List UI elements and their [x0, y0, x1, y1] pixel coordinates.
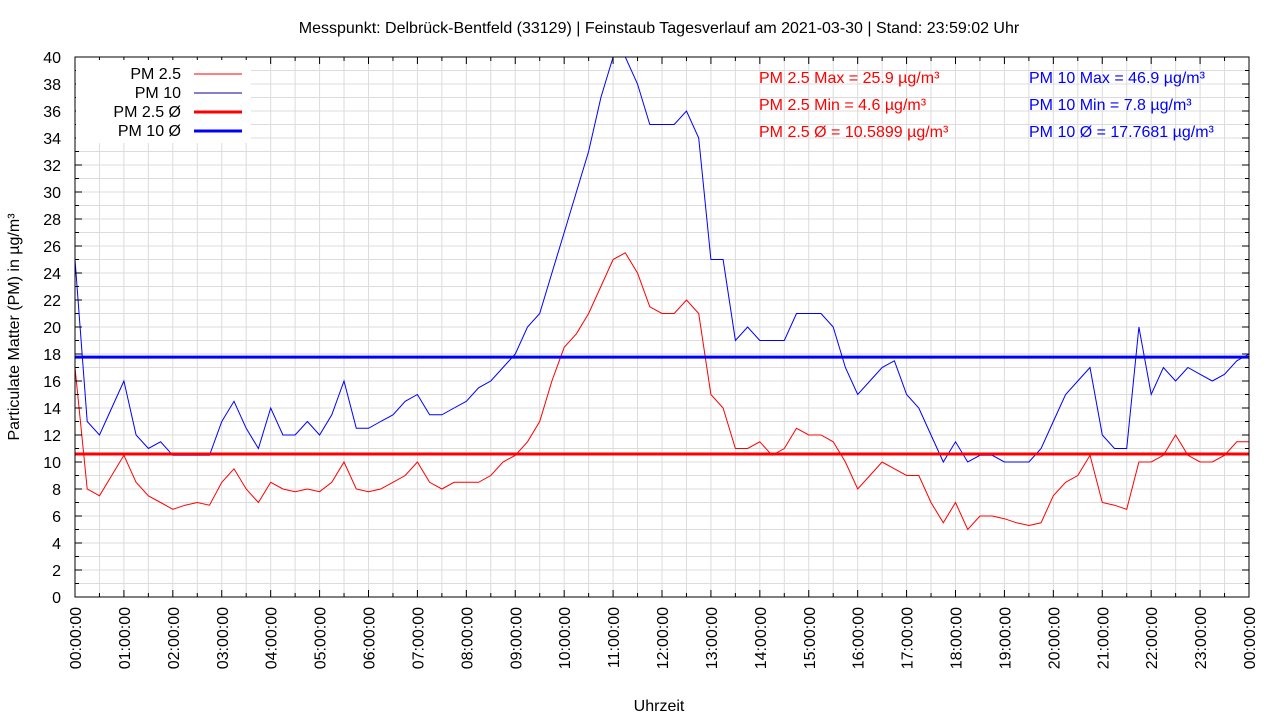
axis-ticks: 024681012141618202224262830323436384000:…	[43, 50, 1259, 669]
stats-annotations: PM 2.5 Max = 25.9 µg/m³ PM 2.5 Min = 4.6…	[759, 70, 1215, 141]
pm10-mean-annotation: PM 10 Ø = 17.7681 µg/m³	[1029, 124, 1215, 141]
x-tick-label: 03:00:00	[215, 607, 232, 669]
y-tick-label: 26	[43, 239, 61, 256]
legend-label-pm25: PM 2.5	[130, 66, 181, 83]
y-axis-label: Particulate Matter (PM) in µg/m³	[6, 213, 23, 441]
x-tick-label: 00:00:00	[1242, 607, 1259, 669]
x-tick-label: 17:00:00	[900, 607, 917, 669]
y-tick-label: 22	[43, 293, 61, 310]
legend-label-pm10-mean: PM 10 Ø	[118, 123, 181, 140]
x-tick-label: 05:00:00	[313, 607, 330, 669]
y-tick-label: 6	[52, 509, 61, 526]
x-tick-label: 07:00:00	[410, 607, 427, 669]
x-tick-label: 15:00:00	[802, 607, 819, 669]
x-tick-label: 06:00:00	[362, 607, 379, 669]
pm10-min-annotation: PM 10 Min = 7.8 µg/m³	[1029, 97, 1192, 114]
x-tick-label: 12:00:00	[655, 607, 672, 669]
y-tick-label: 36	[43, 104, 61, 121]
pm25-mean-annotation: PM 2.5 Ø = 10.5899 µg/m³	[759, 124, 949, 141]
y-tick-label: 24	[43, 266, 61, 283]
x-tick-label: 01:00:00	[117, 607, 134, 669]
x-tick-label: 13:00:00	[704, 607, 721, 669]
legend-label-pm25-mean: PM 2.5 Ø	[113, 104, 181, 121]
x-tick-label: 00:00:00	[68, 607, 85, 669]
x-tick-label: 18:00:00	[949, 607, 966, 669]
legend: PM 2.5 PM 10 PM 2.5 Ø PM 10 Ø	[76, 60, 251, 143]
x-tick-label: 11:00:00	[606, 607, 623, 668]
pm10-max-annotation: PM 10 Max = 46.9 µg/m³	[1029, 70, 1206, 87]
legend-label-pm10: PM 10	[135, 85, 181, 102]
y-tick-label: 18	[43, 347, 61, 364]
x-tick-label: 04:00:00	[264, 607, 281, 669]
y-tick-label: 4	[52, 536, 61, 553]
x-tick-label: 14:00:00	[753, 607, 770, 669]
y-tick-label: 28	[43, 212, 61, 229]
pm25-line	[74, 252, 1249, 531]
x-tick-label: 23:00:00	[1193, 607, 1210, 669]
pm25-max-annotation: PM 2.5 Max = 25.9 µg/m³	[759, 70, 940, 87]
x-tick-label: 10:00:00	[557, 607, 574, 669]
x-tick-label: 19:00:00	[997, 607, 1014, 669]
y-tick-label: 32	[43, 158, 61, 175]
y-tick-label: 34	[43, 131, 61, 148]
y-tick-label: 10	[43, 455, 61, 472]
x-tick-label: 16:00:00	[851, 607, 868, 669]
pm25-min-annotation: PM 2.5 Min = 4.6 µg/m³	[759, 97, 927, 114]
x-tick-label: 20:00:00	[1046, 607, 1063, 669]
y-tick-label: 2	[52, 563, 61, 580]
pm10-line	[74, 56, 1250, 464]
y-tick-label: 8	[52, 482, 61, 499]
y-tick-label: 16	[43, 374, 61, 391]
y-tick-label: 0	[52, 590, 61, 607]
y-tick-label: 14	[43, 401, 61, 418]
y-tick-label: 12	[43, 428, 61, 445]
x-tick-label: 09:00:00	[508, 607, 525, 669]
y-tick-label: 38	[43, 77, 61, 94]
x-tick-label: 02:00:00	[166, 607, 183, 669]
y-tick-label: 30	[43, 185, 61, 202]
series-layer	[74, 56, 1250, 531]
y-tick-label: 40	[43, 50, 61, 67]
chart-title: Messpunkt: Delbrück-Bentfeld (33129) | F…	[299, 20, 1020, 37]
x-tick-label: 21:00:00	[1095, 607, 1112, 669]
x-tick-label: 22:00:00	[1144, 607, 1161, 669]
x-axis-label: Uhrzeit	[634, 698, 685, 715]
x-tick-label: 08:00:00	[459, 607, 476, 669]
y-tick-label: 20	[43, 320, 61, 337]
